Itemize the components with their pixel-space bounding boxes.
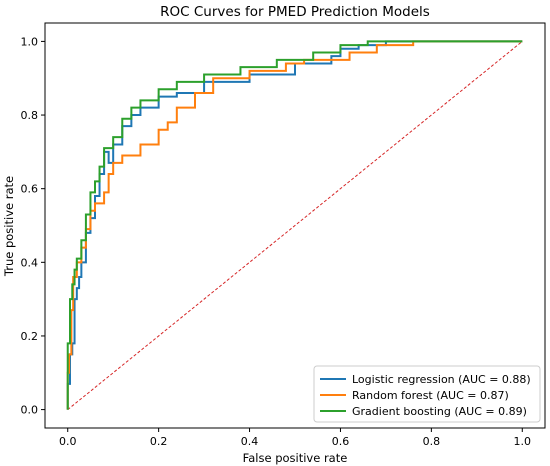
- plot-area: [66, 40, 523, 410]
- legend-box: [313, 365, 541, 423]
- legend-label-logistic: Logistic regression (AUC = 0.88): [352, 373, 531, 386]
- chart-title: ROC Curves for PMED Prediction Models: [160, 4, 430, 20]
- y-tick-label: 0.6: [21, 183, 39, 196]
- plot-frame: [44, 22, 546, 429]
- x-axis-label: False positive rate: [243, 451, 348, 465]
- roc-series-line-2: [66, 40, 523, 410]
- x-tick-label: 0.6: [332, 435, 350, 448]
- y-tick-label: 0.0: [21, 404, 39, 417]
- axis-ticks: 0.0 0.2 0.4 0.6 0.8 1.0 0.0 0.2 0.4 0.6 0.8 1.0: [21, 35, 532, 448]
- x-tick-label: 0.4: [241, 435, 259, 448]
- x-tick-label: 1.0: [514, 435, 532, 448]
- x-tick-label: 0.2: [150, 435, 168, 448]
- chance-diagonal-line: [67, 41, 523, 410]
- y-tick-label: 0.2: [21, 330, 39, 343]
- legend-label-random-forest: Random forest (AUC = 0.87): [352, 389, 509, 402]
- y-tick-label: 0.8: [21, 109, 39, 122]
- x-tick-label: 0.0: [59, 435, 77, 448]
- legend: Logistic regression (AUC = 0.88) Random …: [313, 365, 541, 423]
- y-tick-label: 1.0: [21, 35, 39, 48]
- y-axis-label: True positive rate: [2, 176, 16, 277]
- x-tick-label: 0.8: [423, 435, 441, 448]
- legend-label-gradient-boosting: Gradient boosting (AUC = 0.89): [352, 405, 527, 418]
- y-tick-label: 0.4: [21, 256, 39, 269]
